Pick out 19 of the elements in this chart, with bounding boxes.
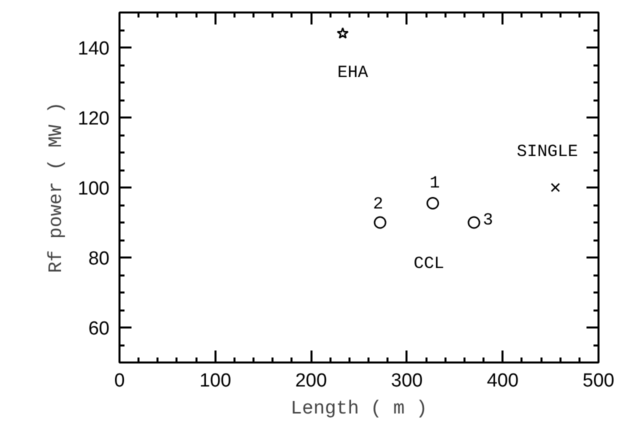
y-tick-label: 60 [88,318,110,340]
y-tick-label: 140 [78,38,110,60]
x-tick-label: 400 [486,370,519,392]
x-tick-label: 200 [295,370,327,392]
annotation: 1 [430,174,440,194]
x-tick-label: 0 [114,370,125,392]
text: CCL [414,255,444,274]
annotation: 2 [372,196,384,214]
x-axis-title: Length ( m ) [290,398,428,420]
x-tick-label: 100 [199,370,232,392]
legend-label: SINGLE [516,143,578,162]
x-tick-label: 500 [582,370,614,392]
series-label: EHA [337,64,369,83]
y-tick-label: 100 [78,178,110,200]
y-tick-label: 120 [78,108,110,130]
x-tick-label: 300 [391,370,423,392]
y-axis-title: Rf power ( MW ) [44,102,67,274]
annotation: 3 [482,212,494,230]
y-tick-label: 80 [88,248,110,270]
